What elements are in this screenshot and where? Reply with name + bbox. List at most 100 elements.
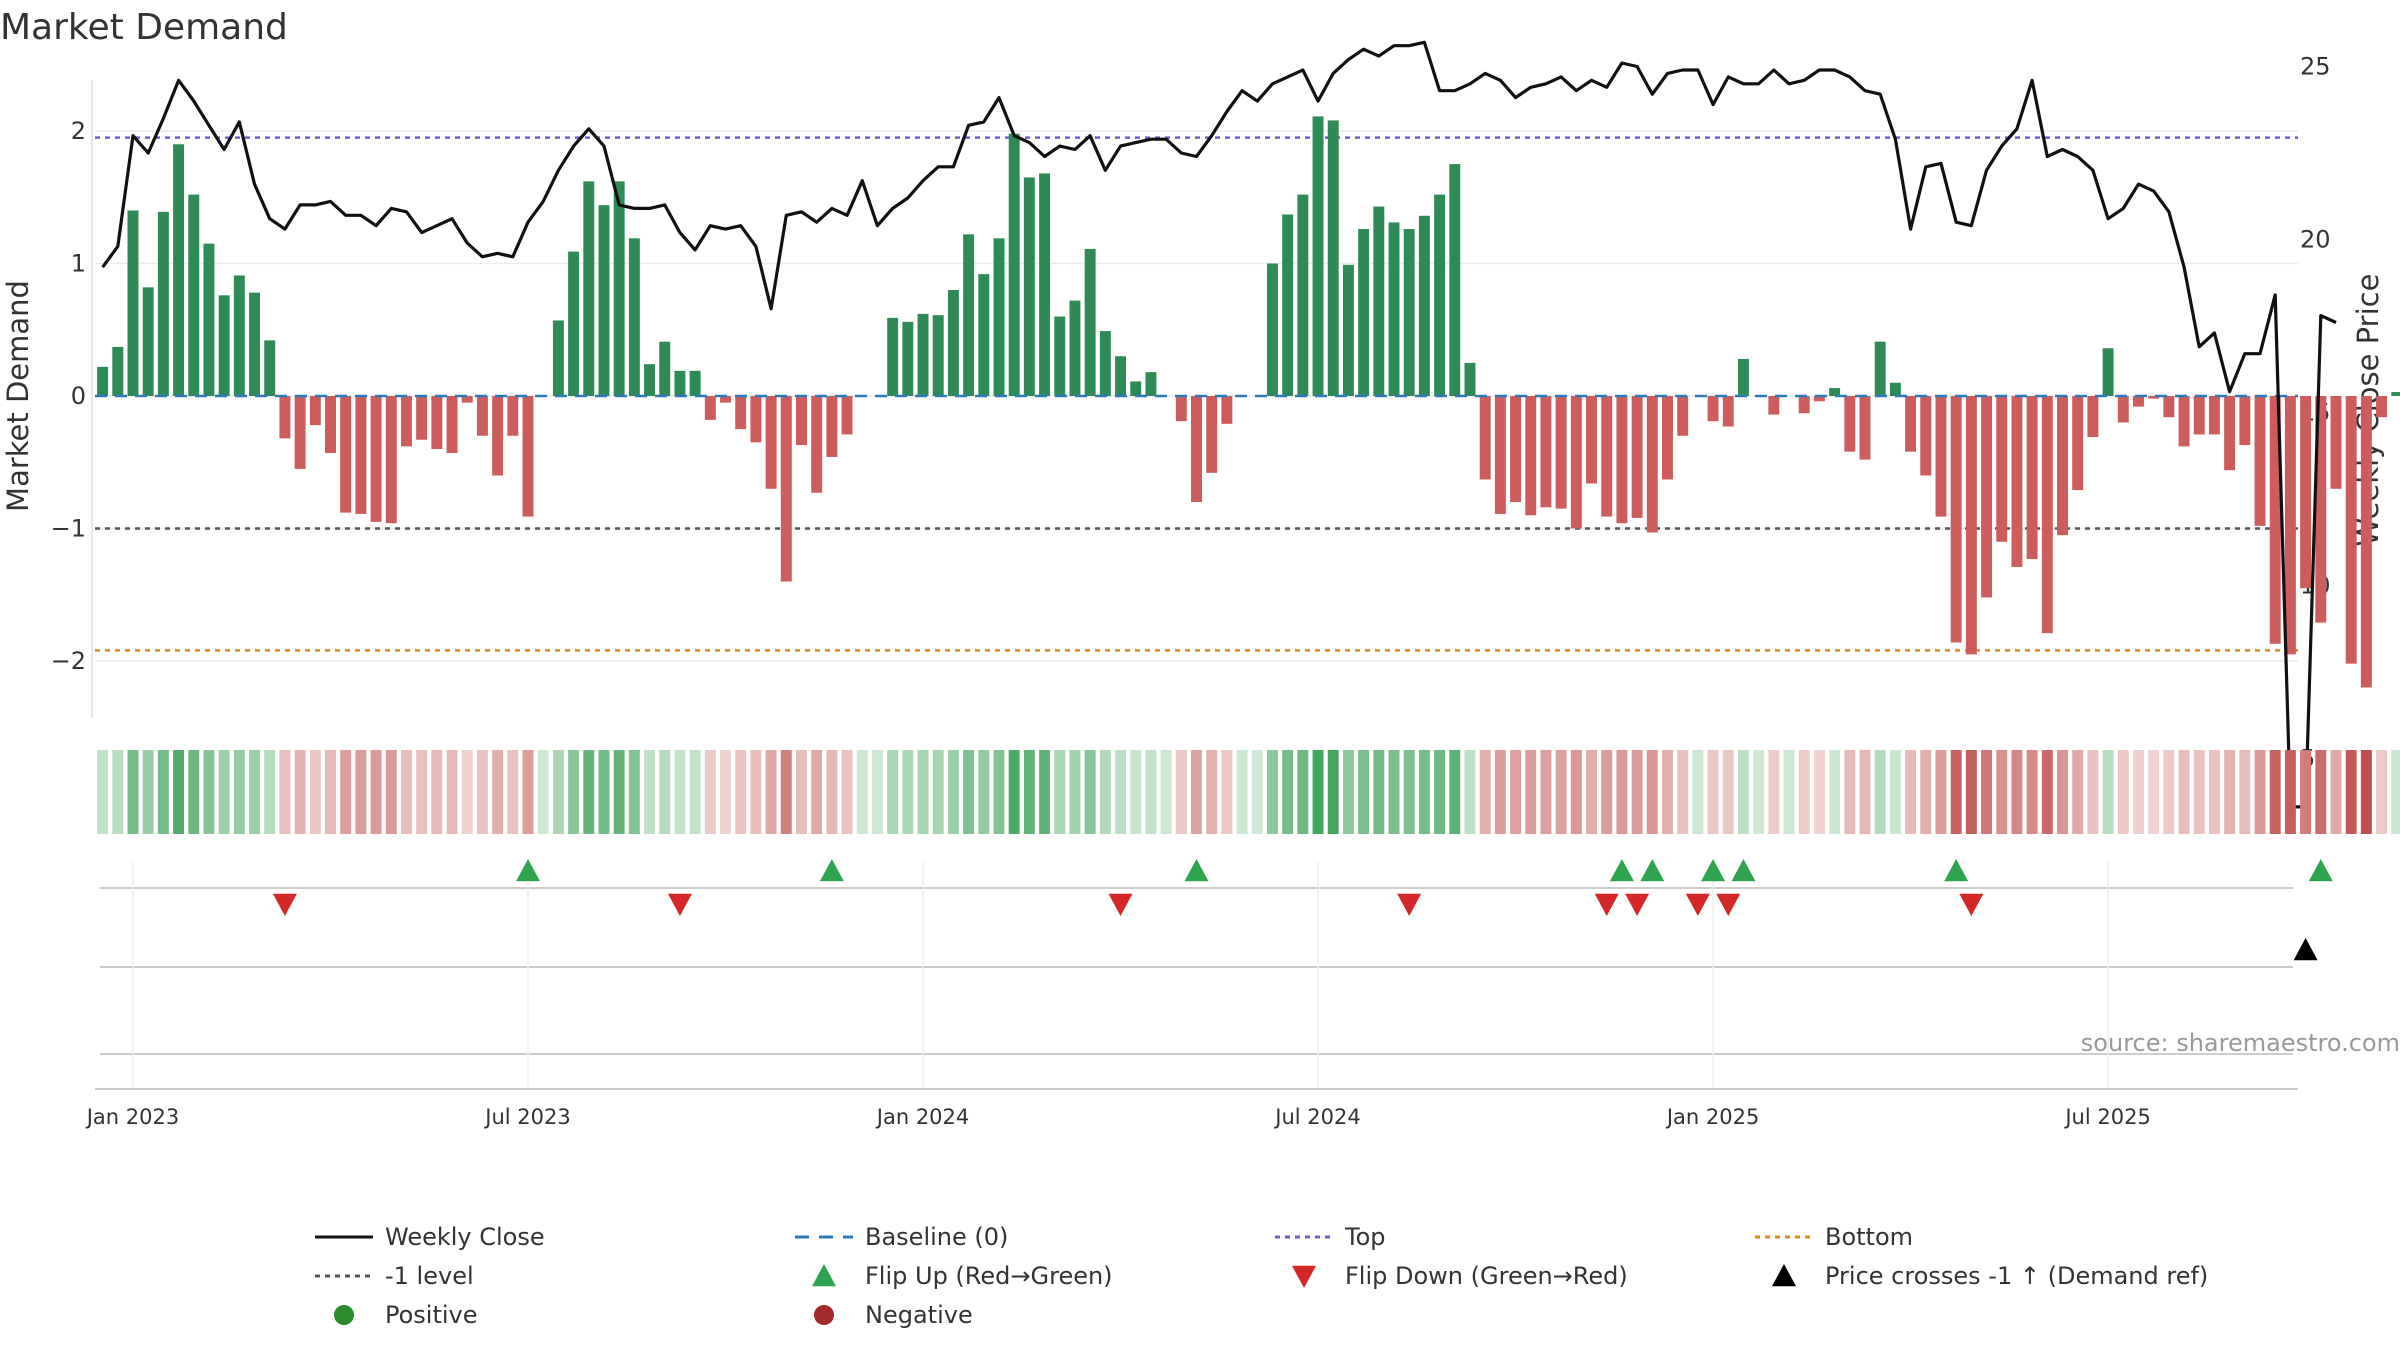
positive-demand-bar <box>1737 358 1749 396</box>
heat-strip-cell <box>1358 750 1370 834</box>
heat-strip-cell <box>1707 750 1719 834</box>
x-tick-label: Jul 2023 <box>483 1105 570 1129</box>
heat-strip-cell <box>431 750 443 834</box>
negative-demand-bar <box>2178 396 2190 447</box>
heat-strip-cell <box>1312 750 1324 834</box>
negative-demand-bar <box>1859 396 1871 460</box>
heat-strip-cell <box>142 750 154 834</box>
y-left-tick-label: −2 <box>51 647 86 675</box>
heat-strip-cell <box>2360 750 2372 834</box>
positive-demand-bar <box>1464 362 1476 396</box>
positive-demand-bar <box>1084 248 1096 396</box>
heat-strip-cell <box>841 750 853 834</box>
positive-demand-bar <box>1358 229 1370 396</box>
positive-demand-bar <box>1145 372 1157 396</box>
flip-down-marker <box>1397 893 1422 916</box>
heat-strip-cell <box>2102 750 2114 834</box>
heat-strip-cell <box>97 750 109 834</box>
heat-strip-cell <box>1616 750 1628 834</box>
heat-strip-cell <box>2345 750 2357 834</box>
heat-strip-cell <box>385 750 397 834</box>
heat-strip-cell <box>932 750 944 834</box>
negative-demand-bar <box>720 396 731 403</box>
heat-strip-cell <box>598 750 610 834</box>
heat-strip-cell <box>796 750 807 834</box>
negative-demand-bar <box>2193 396 2205 435</box>
legend-baseline-0-label: Baseline (0) <box>865 1223 1008 1251</box>
heat-strip-cell <box>1813 750 1825 834</box>
heat-strip-cell <box>1403 750 1415 834</box>
heat-strip-cell <box>1327 750 1339 834</box>
negative-demand-bar <box>826 396 838 457</box>
legend-flip-down-green-red-label: Flip Down (Green→Red) <box>1345 1262 1628 1290</box>
heat-strip-cell <box>1829 750 1841 834</box>
negative-demand-bar <box>780 396 792 582</box>
legend-top-label: Top <box>1344 1223 1386 1251</box>
heat-strip-cell <box>1084 750 1096 834</box>
negative-demand-bar <box>735 396 747 430</box>
flip-up-marker <box>1701 859 1726 882</box>
flip-up-marker <box>516 859 541 882</box>
positive-demand-bar <box>2391 392 2400 396</box>
flip-down-marker <box>1716 893 1741 916</box>
heat-strip-cell <box>2133 750 2144 834</box>
negative-demand-bar <box>1996 396 2008 542</box>
heat-strip-cell <box>583 750 595 834</box>
heat-strip-cell <box>355 750 367 834</box>
heat-strip-cell <box>1889 750 1901 834</box>
negative-demand-bar <box>750 396 762 443</box>
negative-demand-bar <box>1798 396 1810 414</box>
positive-demand-bar <box>1403 229 1415 396</box>
heat-strip-cell <box>689 750 701 834</box>
heat-strip-cell <box>1054 750 1066 834</box>
negative-demand-bar <box>1631 396 1643 518</box>
heat-strip-cell <box>157 750 169 834</box>
heat-strip-cell <box>2072 750 2084 834</box>
heat-strip-cell <box>1494 750 1506 834</box>
y-left-tick-label: −1 <box>51 515 86 543</box>
negative-demand-bar <box>279 396 291 439</box>
heat-strip-cell <box>218 750 230 834</box>
y-left-axis-label: Market Demand <box>1 280 35 512</box>
negative-demand-bar <box>2345 396 2357 664</box>
negative-demand-bar <box>1221 396 1233 424</box>
heat-strip-cell <box>1130 750 1142 834</box>
positive-demand-bar <box>1039 173 1051 396</box>
positive-demand-bar <box>1388 222 1400 396</box>
heat-strip-cell <box>811 750 823 834</box>
negative-demand-bar <box>2041 396 2053 634</box>
positive-demand-bar <box>1373 206 1385 396</box>
heat-strip-cell <box>1008 750 1020 834</box>
heat-strip-cell <box>1646 750 1658 834</box>
negative-demand-bar <box>1175 396 1187 422</box>
positive-demand-bar <box>264 340 276 396</box>
positive-demand-bar <box>963 234 975 396</box>
negative-demand-bar <box>522 396 534 517</box>
heat-strip-cell <box>1555 750 1567 834</box>
flip-up-marker <box>1731 859 1756 882</box>
positive-demand-bar <box>1418 215 1430 396</box>
heat-strip-cell <box>674 750 686 834</box>
positive-demand-bar <box>233 275 245 396</box>
heat-strip-cell <box>1722 750 1734 834</box>
heat-strip-cell <box>1692 750 1704 834</box>
heat-strip-cell <box>2041 750 2053 834</box>
positive-demand-bar <box>1069 300 1081 396</box>
negative-demand-bar <box>1646 396 1658 533</box>
heat-strip-cell <box>2224 750 2236 834</box>
negative-demand-bar <box>1981 396 1993 598</box>
positive-demand-bar <box>932 315 944 396</box>
heat-strip-cell <box>963 750 975 834</box>
heat-strip-cell <box>2026 750 2038 834</box>
negative-demand-bar <box>2057 396 2068 536</box>
heat-strip-cell <box>2376 750 2388 834</box>
negative-demand-bar <box>1494 396 1506 514</box>
heat-strip-cell <box>2330 750 2342 834</box>
positive-demand-bar <box>917 313 929 396</box>
heat-strip-cell <box>1540 750 1552 834</box>
heat-strip-cell <box>2254 750 2266 834</box>
positive-demand-bar <box>902 321 914 396</box>
negative-demand-bar <box>1707 396 1719 422</box>
heat-strip-cell <box>507 750 519 834</box>
